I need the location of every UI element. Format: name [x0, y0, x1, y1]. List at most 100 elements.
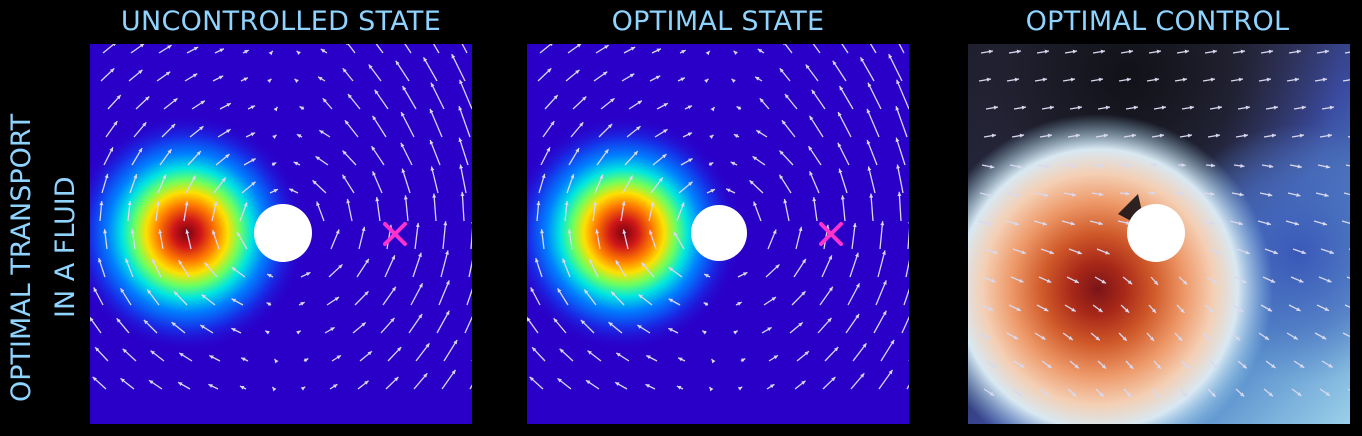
field-arrowhead: [361, 322, 366, 327]
field-arrowhead: [451, 369, 456, 375]
field-arrowhead: [798, 226, 803, 232]
field-arrowhead: [1324, 193, 1329, 198]
field-arrowhead: [752, 156, 758, 161]
field-arrowhead: [1245, 105, 1250, 110]
field-arrowhead: [575, 148, 580, 153]
field-arrowhead: [602, 71, 608, 76]
field-arrow: [401, 85, 417, 110]
field-arrow: [895, 105, 908, 138]
field-arrowhead: [658, 177, 663, 182]
field-arrowhead: [272, 134, 277, 139]
field-arrowhead: [759, 98, 764, 103]
field-arrowhead: [570, 174, 575, 179]
field-arrowhead: [1041, 335, 1046, 340]
obstacle-disk: [691, 205, 747, 261]
field-arrowhead: [798, 322, 803, 327]
field-arrow: [837, 111, 852, 138]
field-arrowhead: [680, 202, 685, 207]
field-arrowhead: [1013, 335, 1019, 340]
field-arrowhead: [1238, 77, 1243, 82]
field-arrow: [433, 193, 437, 222]
field-arrow: [849, 252, 859, 278]
field-arrowhead: [1240, 163, 1245, 168]
x-marker-icon: [819, 222, 843, 246]
field-arrow: [436, 310, 450, 334]
field-arrow: [459, 79, 472, 110]
field-arrowhead: [1187, 133, 1192, 138]
field-arrow: [1346, 276, 1350, 279]
field-arrowhead: [1126, 77, 1131, 82]
field-arrow: [898, 44, 905, 54]
field-arrow: [451, 53, 466, 82]
field-arrowhead: [244, 50, 249, 54]
field-arrowhead: [1182, 77, 1187, 82]
field-arrowhead: [402, 86, 407, 91]
field-arrowhead: [173, 98, 178, 103]
field-arrowhead: [458, 137, 463, 143]
field-arrowhead: [374, 89, 379, 95]
field-arrowhead: [608, 322, 613, 327]
field-arrowhead: [733, 330, 738, 335]
field-arrowhead: [103, 229, 108, 234]
field-arrowhead: [1095, 336, 1100, 341]
field-arrowhead: [271, 162, 277, 167]
field-arrowhead: [832, 60, 837, 66]
field-arrow: [414, 222, 419, 250]
field-arrowhead: [200, 325, 205, 329]
field-arrowhead: [629, 73, 635, 78]
field-arrowhead: [622, 229, 627, 234]
field-arrowhead: [882, 310, 887, 316]
field-arrowhead: [92, 376, 97, 382]
field-arrowhead: [757, 48, 763, 53]
field-arrowhead: [663, 129, 668, 134]
field-arrowhead: [1182, 280, 1188, 285]
optimal-state-field: [527, 44, 909, 424]
field-arrowhead: [1154, 77, 1159, 82]
field-arrowhead: [196, 151, 201, 156]
field-arrowhead: [678, 357, 683, 362]
field-arrowhead: [860, 373, 865, 378]
field-arrowhead: [1210, 221, 1215, 226]
field-arrowhead: [322, 98, 327, 103]
field-arrowhead: [540, 229, 545, 234]
field-arrowhead: [801, 291, 806, 296]
field-arrowhead: [179, 352, 184, 357]
field-arrowhead: [1184, 49, 1189, 54]
field-arrowhead: [138, 69, 143, 74]
field-arrowhead: [867, 166, 872, 171]
field-arrowhead: [1098, 308, 1103, 313]
field-arrow: [461, 44, 468, 54]
field-arrowhead: [296, 330, 301, 335]
field-arrowhead: [445, 250, 449, 255]
field-arrowhead: [1299, 133, 1304, 138]
field-arrowhead: [1047, 133, 1052, 138]
field-arrowhead: [616, 352, 621, 357]
field-arrowhead: [1245, 250, 1250, 255]
field-arrowhead: [470, 221, 472, 224]
field-arrowhead: [838, 112, 842, 117]
field-arrowhead: [250, 132, 256, 137]
field-arrowhead: [988, 193, 993, 198]
field-arrowhead: [1074, 364, 1079, 369]
field-arrowhead: [604, 45, 609, 50]
field-arrowhead: [668, 328, 673, 332]
density-blob: [90, 113, 307, 353]
field-arrowhead: [607, 123, 613, 129]
field-arrowhead: [95, 347, 100, 352]
field-arrowhead: [828, 255, 832, 260]
field-arrowhead: [1131, 133, 1136, 138]
field-arrowhead: [557, 378, 562, 383]
field-arrowhead: [347, 93, 352, 99]
field-arrowhead: [371, 146, 376, 151]
side-title-line-1: OPTIMAL TRANSPORT: [6, 113, 37, 402]
field-arrowhead: [1016, 307, 1021, 311]
field-arrowhead: [368, 64, 373, 69]
field-arrowhead: [1046, 278, 1052, 283]
field-arrowhead: [133, 174, 138, 179]
field-arrowhead: [430, 166, 435, 171]
field-arrowhead: [1072, 164, 1077, 168]
field-arrow: [888, 53, 903, 82]
field-arrowhead: [122, 348, 127, 353]
field-arrowhead: [579, 122, 584, 127]
field-arrowhead: [862, 343, 867, 348]
